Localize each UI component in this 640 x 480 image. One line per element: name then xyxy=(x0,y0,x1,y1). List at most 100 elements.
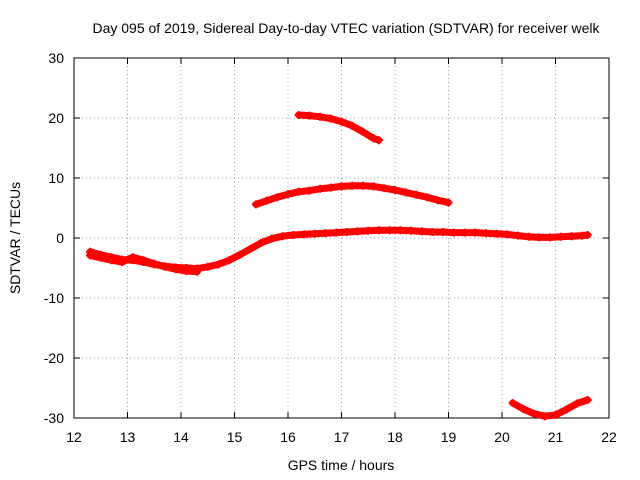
data-point xyxy=(300,230,309,239)
data-point xyxy=(310,229,319,238)
data-point xyxy=(551,411,560,419)
data-point xyxy=(374,226,383,235)
data-point xyxy=(96,253,105,262)
x-tick-label: 19 xyxy=(441,429,457,445)
series-track-2 xyxy=(294,111,383,145)
data-point xyxy=(449,228,458,237)
data-point xyxy=(481,229,490,238)
data-point xyxy=(251,200,260,209)
data-point xyxy=(348,121,357,130)
data-point xyxy=(316,112,325,121)
x-tick-label: 13 xyxy=(120,429,136,445)
data-point xyxy=(583,396,592,404)
axis-ticks: 12 13 14 15 16 17 18 19 20 21 22 -30 -20 -10 0 10 20 30 xyxy=(44,50,617,445)
data-point xyxy=(273,193,282,202)
data-point xyxy=(535,233,544,242)
data-point xyxy=(385,226,394,235)
data-point xyxy=(267,234,276,243)
data-point xyxy=(391,186,399,194)
x-tick-label: 21 xyxy=(548,429,564,445)
data-point xyxy=(332,228,341,237)
data-point xyxy=(572,399,581,408)
data-point xyxy=(294,111,303,119)
series-track-1 xyxy=(251,181,453,209)
data-point xyxy=(139,256,148,265)
data-point xyxy=(353,227,362,236)
data-point xyxy=(583,231,592,239)
series-lower-band xyxy=(86,251,202,276)
data-point xyxy=(86,251,95,260)
data-point xyxy=(369,182,378,191)
data-point xyxy=(401,188,410,197)
y-tick-label: 20 xyxy=(48,110,64,126)
data-point xyxy=(556,232,565,241)
y-axis-label: SDTVAR / TECUs xyxy=(7,182,23,294)
data-point xyxy=(508,399,517,407)
data-point xyxy=(540,412,549,421)
data-point xyxy=(562,405,571,414)
data-point xyxy=(358,127,367,136)
data-point xyxy=(214,260,223,269)
data-point xyxy=(337,182,346,191)
data-point xyxy=(546,233,555,242)
x-tick-label: 20 xyxy=(494,429,510,445)
data-point xyxy=(262,196,271,205)
x-tick-label: 14 xyxy=(173,429,189,445)
data-point xyxy=(305,186,314,195)
data-point xyxy=(364,226,373,235)
x-tick-label: 16 xyxy=(280,429,296,445)
data-point xyxy=(514,231,523,240)
data-point xyxy=(417,227,426,236)
x-tick-label: 17 xyxy=(334,429,350,445)
data-point xyxy=(433,196,442,205)
data-point xyxy=(407,226,416,235)
data-point xyxy=(278,232,287,241)
data-point xyxy=(337,117,346,126)
series-trace xyxy=(295,111,383,144)
data-point xyxy=(160,262,169,271)
data-point xyxy=(519,405,528,413)
data-point xyxy=(171,265,180,274)
y-tick-label: 0 xyxy=(56,230,64,246)
data-point xyxy=(369,134,378,143)
data-point xyxy=(321,229,330,238)
data-point xyxy=(257,238,266,247)
data-point xyxy=(492,229,501,238)
data-point xyxy=(182,267,191,275)
x-tick-label: 18 xyxy=(387,429,403,445)
data-point xyxy=(423,193,432,202)
data-point xyxy=(305,111,314,120)
data-point xyxy=(358,181,367,190)
x-tick-label: 12 xyxy=(66,429,82,445)
data-point xyxy=(428,228,437,236)
data-point xyxy=(289,231,298,239)
data-point xyxy=(246,244,255,253)
data-point xyxy=(284,190,292,199)
data-point xyxy=(118,258,127,266)
data-point xyxy=(342,228,351,236)
x-tick-label: 15 xyxy=(227,429,243,445)
data-point xyxy=(203,262,212,271)
data-point xyxy=(412,190,421,199)
series-track-3 xyxy=(508,396,592,421)
data-point xyxy=(396,226,405,235)
data-point xyxy=(128,253,137,262)
data-point xyxy=(107,256,116,265)
y-tick-label: -10 xyxy=(44,290,64,306)
data-point xyxy=(444,198,453,207)
data-series xyxy=(86,111,592,421)
data-point xyxy=(348,181,357,190)
data-point xyxy=(316,184,325,193)
y-tick-label: -20 xyxy=(44,350,64,366)
data-point xyxy=(235,250,244,259)
data-point xyxy=(326,183,335,192)
data-point xyxy=(326,114,335,123)
y-tick-label: -30 xyxy=(44,410,64,426)
y-tick-label: 30 xyxy=(48,50,64,66)
data-point xyxy=(503,230,512,239)
data-point xyxy=(471,228,480,237)
data-point xyxy=(530,409,539,418)
data-point xyxy=(439,228,448,236)
data-point xyxy=(225,256,234,265)
